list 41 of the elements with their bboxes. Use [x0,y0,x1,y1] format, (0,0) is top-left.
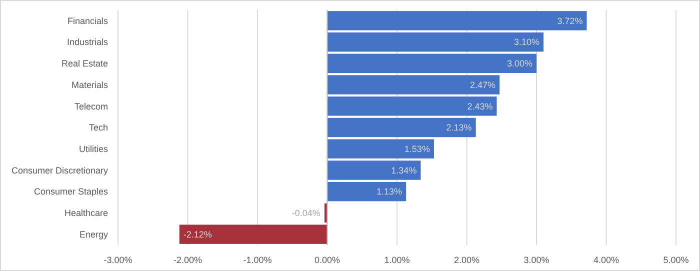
data-label: 3.10% [514,37,540,48]
bar [327,11,587,30]
data-label: 1.34% [391,165,417,176]
x-tick-label: 1.00% [384,255,410,265]
y-tick-label: Energy [79,229,108,240]
x-tick-label: -2.00% [173,255,202,265]
bar [327,118,476,138]
x-tick-label: 5.00% [663,255,689,265]
bar [327,182,406,202]
data-label: 1.13% [376,186,402,197]
x-tick-label: 0.00% [314,255,340,265]
bar [327,32,544,52]
data-label: 2.47% [470,80,496,90]
x-tick-label: 4.00% [593,255,620,265]
bar [179,224,328,244]
y-tick-label: Consumer Discretionary [11,165,108,176]
y-tick-label: Financials [67,16,108,26]
x-tick-label: 3.00% [524,255,550,265]
data-label: 2.13% [446,122,472,133]
data-label: 3.00% [506,58,532,69]
data-label: 3.72% [557,16,583,26]
y-tick-label: Consumer Staples [34,186,108,197]
bar [327,75,500,94]
y-tick-label: Materials [71,80,108,90]
data-label: 2.43% [467,101,493,112]
y-tick-label: Telecom [74,101,108,112]
y-tick-label: Tech [88,122,108,133]
bar [327,160,421,180]
data-label: 1.53% [404,144,430,154]
bar [327,139,434,158]
x-tick-label: -3.00% [104,255,132,265]
y-tick-label: Healthcare [64,208,108,218]
y-tick-label: Utilities [78,144,108,154]
data-label: -2.12% [183,229,212,240]
data-label: -0.04% [292,208,320,218]
bar [327,96,497,116]
x-tick-label: -1.00% [243,255,272,265]
y-tick-label: Industrials [66,37,108,48]
y-tick-label: Real Estate [61,58,108,69]
x-tick-label: 2.00% [454,255,480,265]
bar [327,54,536,74]
